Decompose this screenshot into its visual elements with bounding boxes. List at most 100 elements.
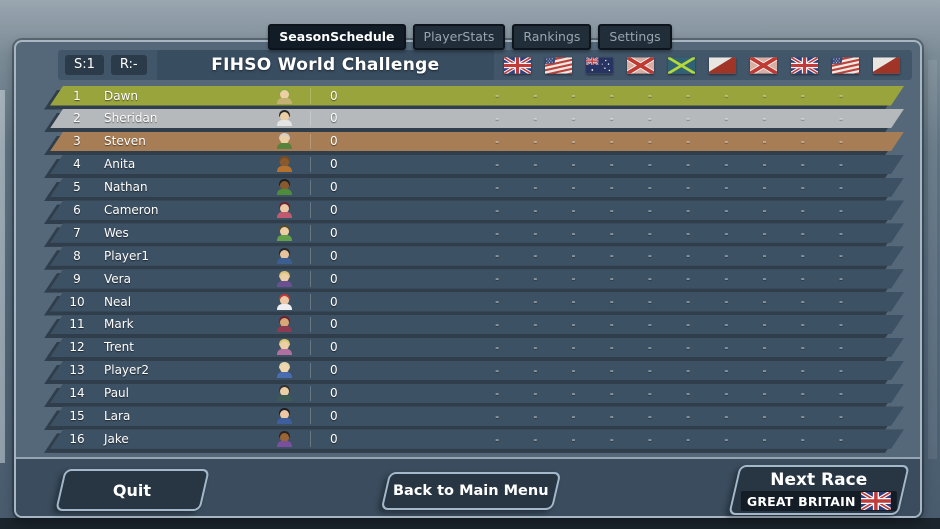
result-cell: - <box>686 180 691 194</box>
standings-row[interactable]: 4 Anita 0 - - - - - - - - - - <box>50 155 904 175</box>
standings-row[interactable]: 9 Vera 0 - - - - - - - - - - <box>50 269 904 289</box>
column-divider <box>310 202 311 218</box>
season-schedule-panel: S:1 R:- FIHSO World Challenge 1 Dawn 0 -… <box>14 40 922 518</box>
standings-row[interactable]: 16 Jake 0 - - - - - - - - - - <box>50 429 904 449</box>
result-cell: - <box>686 272 691 286</box>
tab-rankings[interactable]: Rankings <box>512 24 592 50</box>
result-cell: - <box>800 295 805 309</box>
player-name: Anita <box>104 157 136 172</box>
standings-row[interactable]: 1 Dawn 0 - - - - - - - - - - <box>50 86 904 106</box>
result-cell: - <box>609 386 614 400</box>
next-race-button[interactable]: Next Race GREAT BRITAIN <box>728 465 910 516</box>
standings-row[interactable]: 6 Cameron 0 - - - - - - - - - - <box>50 200 904 220</box>
result-cell: - <box>724 157 729 171</box>
result-cell: - <box>762 249 767 263</box>
result-cell: - <box>571 249 576 263</box>
result-cell: - <box>609 295 614 309</box>
rank-value: 6 <box>73 202 81 217</box>
result-cell: - <box>647 341 652 355</box>
avatar-body <box>277 326 292 332</box>
tab-playerstats[interactable]: PlayerStats <box>412 24 506 50</box>
race-flag-saltire-red-icon <box>750 57 777 74</box>
result-cell: - <box>533 363 538 377</box>
points-value: 0 <box>330 225 338 240</box>
result-cell: - <box>647 226 652 240</box>
result-cell: - <box>533 135 538 149</box>
result-cell: - <box>838 318 843 332</box>
column-divider <box>310 431 311 447</box>
tab-seasonschedule[interactable]: SeasonSchedule <box>268 24 406 50</box>
result-cell: - <box>571 112 576 126</box>
standings-row[interactable]: 13 Player2 0 - - - - - - - - - - <box>50 361 904 381</box>
result-cell: - <box>533 318 538 332</box>
result-cell: - <box>838 226 843 240</box>
standings-row[interactable]: 2 Sheridan 0 - - - - - - - - - - <box>50 109 904 129</box>
race-results: ---------- <box>478 361 860 381</box>
result-cell: - <box>533 157 538 171</box>
standings-header-bar: S:1 R:- FIHSO World Challenge <box>58 50 912 80</box>
rank-value: 5 <box>73 180 81 195</box>
standings-row[interactable]: 11 Mark 0 - - - - - - - - - - <box>50 315 904 335</box>
standings-row[interactable]: 15 Lara 0 - - - - - - - - - - <box>50 406 904 426</box>
rank-value: 15 <box>69 408 85 423</box>
result-cell: - <box>762 89 767 103</box>
standings-row[interactable]: 3 Steven 0 - - - - - - - - - - <box>50 132 904 152</box>
avatar-body <box>277 98 292 104</box>
result-cell: - <box>686 135 691 149</box>
result-cell: - <box>686 226 691 240</box>
result-cell: - <box>800 363 805 377</box>
avatar-head <box>280 227 289 236</box>
result-cell: - <box>762 386 767 400</box>
avatar-head <box>280 250 289 259</box>
standings-row[interactable]: 14 Paul 0 - - - - - - - - - - <box>50 384 904 404</box>
column-divider <box>310 225 311 241</box>
result-cell: - <box>647 112 652 126</box>
player-name: Nathan <box>104 180 148 195</box>
result-cell: - <box>609 135 614 149</box>
standings-row[interactable]: 8 Player1 0 - - - - - - - - - - <box>50 246 904 266</box>
avatar-head <box>280 273 289 282</box>
result-cell: - <box>533 89 538 103</box>
race-results: ---------- <box>478 269 860 289</box>
result-cell: - <box>495 341 500 355</box>
avatar-body <box>277 166 292 172</box>
result-cell: - <box>800 226 805 240</box>
result-cell: - <box>724 135 729 149</box>
result-cell: - <box>609 112 614 126</box>
avatar-head <box>280 204 289 213</box>
rank-value: 1 <box>73 88 81 103</box>
player-name: Dawn <box>104 88 139 103</box>
standings-row[interactable]: 5 Nathan 0 - - - - - - - - - - <box>50 178 904 198</box>
player-avatar <box>276 408 293 424</box>
column-divider <box>310 248 311 264</box>
back-to-main-menu-button[interactable]: Back to Main Menu <box>380 472 562 511</box>
result-cell: - <box>686 89 691 103</box>
result-cell: - <box>800 157 805 171</box>
row-face: 8 Player1 0 - - - - - - - - - - <box>50 246 904 266</box>
standings-row[interactable]: 7 Wes 0 - - - - - - - - - - <box>50 223 904 243</box>
result-cell: - <box>495 135 500 149</box>
next-race-label: Next Race <box>770 469 868 490</box>
row-face: 10 Neal 0 - - - - - - - - - - <box>50 292 904 312</box>
race-flags <box>504 57 902 74</box>
result-cell: - <box>762 295 767 309</box>
result-cell: - <box>647 432 652 446</box>
row-face: 16 Jake 0 - - - - - - - - - - <box>50 429 904 449</box>
quit-button[interactable]: Quit <box>55 469 210 512</box>
tab-settings[interactable]: Settings <box>598 24 672 50</box>
tab-bar: SeasonSchedule PlayerStats Rankings Setting… <box>0 24 940 50</box>
standings-row[interactable]: 12 Trent 0 - - - - - - - - - - <box>50 338 904 358</box>
result-cell: - <box>609 318 614 332</box>
result-cell: - <box>724 249 729 263</box>
result-cell: - <box>762 180 767 194</box>
column-divider <box>310 271 311 287</box>
result-cell: - <box>647 203 652 217</box>
season-indicator: S:1 <box>65 55 104 75</box>
result-cell: - <box>762 135 767 149</box>
rank-value: 13 <box>69 363 85 378</box>
bottom-border-strip <box>0 518 940 529</box>
standings-row[interactable]: 10 Neal 0 - - - - - - - - - - <box>50 292 904 312</box>
result-cell: - <box>724 432 729 446</box>
row-face: 1 Dawn 0 - - - - - - - - - - <box>50 86 904 106</box>
result-cell: - <box>800 112 805 126</box>
